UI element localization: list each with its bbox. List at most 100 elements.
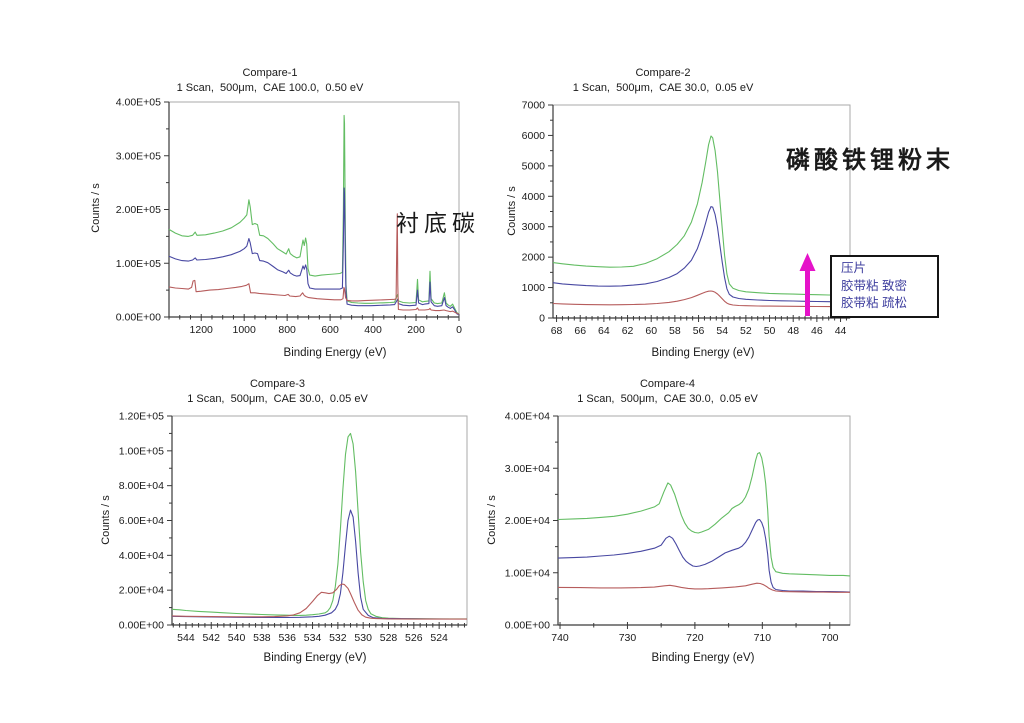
chart4-subtitle: 1 Scan, 500μm, CAE 30.0, 0.05 eV [577, 393, 758, 405]
svg-text:700: 700 [821, 632, 839, 644]
svg-text:2.00E+04: 2.00E+04 [505, 515, 550, 527]
svg-text:48: 48 [787, 325, 799, 337]
chart2-subtitle: 1 Scan, 500μm, CAE 30.0, 0.05 eV [572, 82, 754, 94]
curve-red [171, 583, 467, 620]
svg-text:56: 56 [693, 325, 705, 337]
svg-text:68: 68 [551, 325, 563, 337]
svg-text:4.00E+04: 4.00E+04 [119, 550, 164, 562]
svg-text:3.00E+05: 3.00E+05 [116, 150, 161, 162]
annotation-substrate-carbon: 衬底碳 [396, 210, 480, 236]
chart4-xaxis-label: Binding Energy (eV) [651, 652, 755, 664]
chart1-yaxis-label: Counts / s [90, 183, 102, 233]
curve-blue [171, 509, 467, 620]
svg-text:0.00E+00: 0.00E+00 [119, 620, 164, 632]
curve-green [552, 135, 849, 296]
plot-compare-3: 544 542 540 538 536 534 532 530 528 526 524 0.00E+0… [119, 411, 468, 644]
svg-text:2.00E+05: 2.00E+05 [116, 204, 161, 216]
chart3-title: Compare-3 [249, 378, 306, 390]
svg-text:740: 740 [551, 632, 569, 644]
svg-text:1000: 1000 [233, 324, 257, 336]
svg-text:6000: 6000 [522, 130, 546, 142]
svg-text:50: 50 [764, 325, 776, 337]
svg-text:2.00E+04: 2.00E+04 [119, 585, 164, 597]
svg-text:3000: 3000 [522, 221, 546, 233]
svg-text:536: 536 [278, 632, 296, 644]
svg-text:58: 58 [669, 325, 681, 337]
svg-text:524: 524 [430, 632, 448, 644]
svg-text:800: 800 [278, 324, 296, 336]
svg-text:600: 600 [321, 324, 339, 336]
svg-text:5000: 5000 [522, 160, 546, 172]
svg-text:1.00E+05: 1.00E+05 [119, 445, 164, 457]
svg-text:1200: 1200 [190, 324, 214, 336]
chart1-xaxis-label: Binding Energy (eV) [283, 347, 387, 359]
svg-text:46: 46 [811, 325, 823, 337]
svg-text:1.20E+05: 1.20E+05 [119, 411, 164, 423]
chart4-title: Compare-4 [639, 378, 696, 390]
svg-text:532: 532 [329, 632, 347, 644]
legend-box: 压片 胶带粘 致密 胶带粘 疏松 [830, 255, 939, 318]
chart1-subtitle: 1 Scan, 500μm, CAE 100.0, 0.50 eV [176, 82, 364, 94]
chart3-xaxis-label: Binding Energy (eV) [263, 652, 367, 664]
svg-text:64: 64 [598, 325, 610, 337]
plot-compare-4: 740 730 720 710 700 0.00E+00 1.00E+04 2.00E+04 3… [505, 411, 851, 644]
chart1-title: Compare-1 [242, 67, 298, 79]
svg-text:4.00E+05: 4.00E+05 [116, 97, 161, 109]
svg-text:1.00E+05: 1.00E+05 [116, 258, 161, 270]
svg-text:530: 530 [354, 632, 372, 644]
svg-text:720: 720 [686, 632, 704, 644]
plot-compare-1: 1200 1000 800 600 400 200 0 0.00E+00 1.00E+05 2.0… [116, 97, 462, 337]
curve-green [557, 452, 851, 577]
svg-text:200: 200 [407, 324, 425, 336]
svg-text:4.00E+04: 4.00E+04 [505, 411, 550, 423]
chart3-yaxis-label: Counts / s [100, 495, 112, 545]
svg-text:730: 730 [619, 632, 637, 644]
chart2-xaxis-label: Binding Energy (eV) [651, 347, 755, 359]
plot-compare-2: 68 66 64 62 60 58 56 54 52 50 48 46 44 0 1000 2000 3000 4… [522, 100, 851, 337]
legend-item-tape-loose: 胶带粘 疏松 [841, 296, 907, 310]
svg-text:44: 44 [835, 325, 847, 337]
chart2-title: Compare-2 [635, 67, 691, 79]
chart4-yaxis-label: Counts / s [486, 495, 498, 545]
chart2-yaxis-label: Counts / s [506, 186, 518, 236]
curve-blue [557, 518, 851, 593]
chart3-subtitle: 1 Scan, 500μm, CAE 30.0, 0.05 eV [187, 393, 368, 405]
svg-text:62: 62 [622, 325, 634, 337]
svg-text:538: 538 [253, 632, 271, 644]
svg-text:710: 710 [754, 632, 772, 644]
svg-text:528: 528 [380, 632, 398, 644]
curve-blue [552, 206, 849, 303]
curve-red [168, 213, 460, 315]
curve-red [552, 290, 849, 308]
svg-text:534: 534 [304, 632, 322, 644]
curve-blue [168, 187, 460, 316]
legend-item-tape-dense: 胶带粘 致密 [841, 278, 907, 293]
svg-text:8.00E+04: 8.00E+04 [119, 480, 164, 492]
up-arrow-icon [799, 253, 816, 316]
svg-text:540: 540 [228, 632, 246, 644]
svg-text:6.00E+04: 6.00E+04 [119, 515, 164, 527]
svg-text:1.00E+04: 1.00E+04 [505, 567, 550, 579]
svg-text:60: 60 [645, 325, 657, 337]
curve-red [557, 582, 850, 593]
svg-text:2000: 2000 [522, 252, 546, 264]
svg-text:0: 0 [456, 324, 462, 336]
svg-text:1000: 1000 [522, 282, 546, 294]
curve-green [171, 432, 467, 620]
svg-text:400: 400 [364, 324, 382, 336]
svg-text:66: 66 [574, 325, 586, 337]
svg-text:526: 526 [405, 632, 423, 644]
svg-text:4000: 4000 [522, 191, 546, 203]
svg-text:3.00E+04: 3.00E+04 [505, 463, 550, 475]
svg-text:7000: 7000 [522, 100, 546, 112]
curve-green [168, 114, 460, 315]
svg-text:0.00E+00: 0.00E+00 [116, 312, 161, 324]
annotation-lfp-powder: 磷酸铁锂粉末 [786, 147, 954, 174]
svg-text:54: 54 [716, 325, 728, 337]
legend-item-pellet: 压片 [841, 261, 867, 275]
svg-text:52: 52 [740, 325, 752, 337]
svg-text:542: 542 [202, 632, 220, 644]
svg-text:544: 544 [177, 632, 195, 644]
